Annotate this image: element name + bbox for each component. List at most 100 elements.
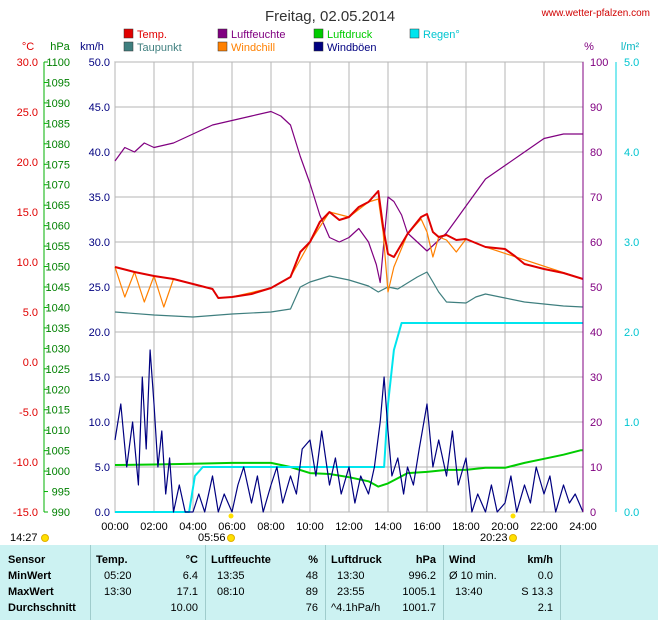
stats-col-divider [205,545,206,620]
stats-press-value: 1001.7 [402,602,436,614]
stats-col-divider [443,545,444,620]
temp-tick-label: 0.0 [23,357,38,369]
stats-wind-value: 2.1 [537,602,553,614]
humidity-tick-label: 10 [590,462,602,474]
pressure-tick-label: 1090 [46,98,70,110]
pressure-tick-label: 1080 [46,139,70,151]
pressure-tick-label: 995 [52,487,70,499]
stats-row-label: Durchschnitt [8,602,76,614]
legend-swatch [123,41,134,52]
x-tick-label: 16:00 [413,521,441,533]
x-tick-label: 18:00 [452,521,480,533]
temp-tick-label: 10.0 [17,257,38,269]
stats-header-wind: Wind [449,554,476,566]
wind-tick-label: 10.0 [89,417,110,429]
stats-wind-time: Ø 10 min. [449,570,497,582]
humidity-tick-label: 50 [590,282,602,294]
legend-label: Windchill [231,42,275,54]
pressure-tick-label: 1060 [46,221,70,233]
stats-header-temp: Temp. [96,554,128,566]
pressure-tick-label: 1005 [46,446,70,458]
stats-hum-time: 08:10 [217,586,245,598]
rain-tick-label: 5.0 [624,57,639,69]
stats-header-wind-unit: km/h [527,554,553,566]
legend-swatch [313,41,324,52]
rain-tick-label: 1.0 [624,417,639,429]
x-tick-label: 12:00 [335,521,363,533]
stats-wind-time: 13:40 [455,586,483,598]
x-tick-label: 00:00 [101,521,129,533]
wind-tick-label: 5.0 [95,462,110,474]
legend-swatch [409,28,420,39]
series-line-luftfeuchte [114,110,583,284]
stats-press-time: 23:55 [337,586,365,598]
x-tick-label: 08:00 [257,521,285,533]
stats-press-time: 13:30 [337,570,365,582]
series-line-temp [114,190,584,299]
legend-swatch [217,41,228,52]
humidity-tick-label: 90 [590,102,602,114]
legend-label: Windböen [327,42,377,54]
x-tick-label: 22:00 [530,521,558,533]
temp-tick-label: -5.0 [19,407,38,419]
stats-hum-value: 48 [305,570,318,582]
stats-header-hum-unit: % [308,554,318,566]
series-group [114,110,584,513]
now-sun-icon [41,534,49,542]
sunrise-label: 05:56 [198,532,226,544]
x-tick-label: 14:00 [374,521,402,533]
sunrise-tick-marker [228,513,234,519]
stats-temp-value: 6.4 [182,570,198,582]
legend-label: Regen° [423,29,460,41]
pressure-tick-label: 1055 [46,241,70,253]
series-line-taupunkt [114,271,584,318]
x-tick-label: 10:00 [296,521,324,533]
stats-press-time: ^4.1hPa/h [331,602,381,614]
rain-unit-label: l/m² [621,41,640,53]
site-link[interactable]: www.wetter-pfalzen.com [541,8,650,19]
temp-tick-label: 25.0 [17,107,38,119]
humidity-tick-label: 60 [590,237,602,249]
sunset-tick-marker [510,513,516,519]
temp-unit-label: °C [22,41,34,53]
temp-tick-label: 30.0 [17,57,38,69]
stats-wind-value: 0.0 [537,570,553,582]
humidity-tick-label: 40 [590,327,602,339]
humidity-unit-label: % [584,41,594,53]
pressure-tick-label: 1085 [46,118,70,130]
pressure-tick-label: 1095 [46,77,70,89]
series-line-windben [114,349,584,513]
stats-hum-value: 76 [305,602,318,614]
pressure-unit-label: hPa [50,41,70,53]
stats-row-label: MinWert [8,570,52,582]
rain-tick-label: 2.0 [624,327,639,339]
x-tick-label: 04:00 [179,521,207,533]
axes-group: 30.0 25.0 20.0 15.0 10.0 5.0 0.0 -5.0 -10.0 -15.0… [13,57,639,533]
legend-swatch [313,28,324,39]
humidity-tick-label: 100 [590,57,608,69]
pressure-tick-label: 1100 [46,57,70,69]
sunset-label: 20:23 [480,532,508,544]
wind-tick-label: 35.0 [89,192,110,204]
stats-temp-time: 13:30 [104,586,132,598]
legend-label: Luftfeuchte [231,29,285,41]
wind-tick-label: 45.0 [89,102,110,114]
stats-header-temp-unit: °C [185,554,198,566]
x-tick-label: 20:00 [491,521,519,533]
stats-hum-time: 13:35 [217,570,245,582]
pressure-tick-label: 1010 [46,425,70,437]
humidity-tick-label: 70 [590,192,602,204]
temp-tick-label: -15.0 [13,507,38,519]
pressure-tick-label: 1025 [46,364,70,376]
wind-tick-label: 40.0 [89,147,110,159]
pressure-tick-label: 990 [52,507,70,519]
wind-tick-label: 15.0 [89,372,110,384]
temp-tick-label: 5.0 [23,307,38,319]
rain-tick-label: 3.0 [624,237,639,249]
stats-col-divider [90,545,91,620]
stats-temp-value: 10.00 [170,602,198,614]
wind-tick-label: 50.0 [89,57,110,69]
pressure-tick-label: 1035 [46,323,70,335]
stats-header-press-unit: hPa [415,554,436,566]
x-tick-label: 24:00 [569,521,597,533]
